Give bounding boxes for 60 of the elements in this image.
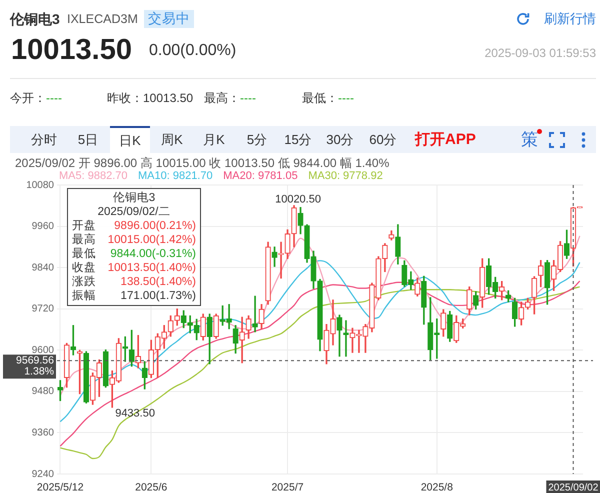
text: 0.00(0.00%)	[149, 41, 236, 61]
y-tick-label: 9960	[32, 221, 54, 232]
text: 昨收：10013.50	[107, 91, 194, 105]
text: 打开APP	[415, 130, 476, 149]
annotation: 涨跌	[72, 275, 96, 289]
x-tick-label: 2025/7	[271, 481, 304, 493]
text: 刷新行情	[544, 10, 596, 28]
annotation: 最高	[72, 233, 96, 247]
text: 周K	[160, 131, 184, 149]
text: 5分	[246, 131, 268, 149]
annotation: 10013.50(1.40%)	[108, 261, 196, 275]
annotation: 伦铜电3	[112, 191, 156, 205]
annotation: 138.50(1.40%)	[120, 275, 196, 289]
annotation: 10020.50	[275, 193, 321, 206]
x-tick-label: 2025/09/02	[548, 482, 599, 493]
line-series	[60, 235, 580, 396]
y-tick-label: 9480	[32, 386, 54, 398]
x-tick-label: 2025/6	[135, 481, 168, 493]
y-tick-label: 10080	[26, 180, 54, 191]
text: 策	[521, 129, 538, 150]
text: 2025/09/02 开 9896.00 高 10015.00 收 10013.50 低 9844.00 幅 1.40%	[15, 156, 390, 170]
chart-subtitle: IXLECAD3M	[67, 11, 138, 28]
text: ----	[46, 91, 62, 105]
candlestick	[278, 242, 284, 279]
annotation: 振幅	[72, 289, 96, 303]
chart-title: 伦铜电3	[10, 10, 60, 29]
x-tick-label: 2025/8	[420, 481, 454, 493]
annotation: 收盘	[72, 261, 96, 275]
annotation: 171.00(1.73%)	[120, 289, 196, 303]
text: 60分	[368, 131, 398, 149]
annotation: 10015.00(1.42%)	[108, 233, 196, 247]
text: ----	[240, 91, 256, 105]
text: 分时	[30, 131, 58, 149]
y-tick-label: 9840	[32, 262, 54, 274]
y-tick-label: 9360	[32, 427, 54, 438]
candlestick	[252, 296, 258, 332]
text: MA20: 9781.05	[223, 170, 298, 182]
text: MA10: 9821.70	[138, 170, 213, 182]
text: 交易中	[144, 10, 194, 28]
text: MA5: 9882.70	[59, 170, 128, 182]
x-tick-label: 2025/5/12	[36, 481, 84, 493]
text: 2025-09-03 01:59:53	[484, 46, 596, 60]
y-tick-label: 9600	[32, 344, 54, 356]
text: ----	[338, 91, 354, 105]
y-tick-label: 9720	[32, 304, 54, 315]
text: 30分	[325, 131, 355, 149]
candlestick	[239, 316, 245, 364]
annotation: 9844.00(-0.31%)	[110, 247, 196, 261]
text: 5日	[76, 131, 100, 149]
text: 10013.50	[11, 33, 132, 67]
annotation: 开盘	[72, 219, 96, 233]
y-tick-label: 9240	[32, 468, 54, 480]
ref-line-label: 9569.56 1.38%	[16, 354, 54, 378]
text: 月K	[202, 131, 226, 149]
annotation: 2025/09/02/二	[96, 205, 172, 219]
annotation: 9896.00(0.21%)	[114, 219, 196, 233]
text: 日K	[110, 126, 150, 153]
text: 15分	[283, 131, 313, 149]
annotation: 最低	[72, 247, 96, 261]
text: MA30: 9778.92	[308, 170, 383, 182]
